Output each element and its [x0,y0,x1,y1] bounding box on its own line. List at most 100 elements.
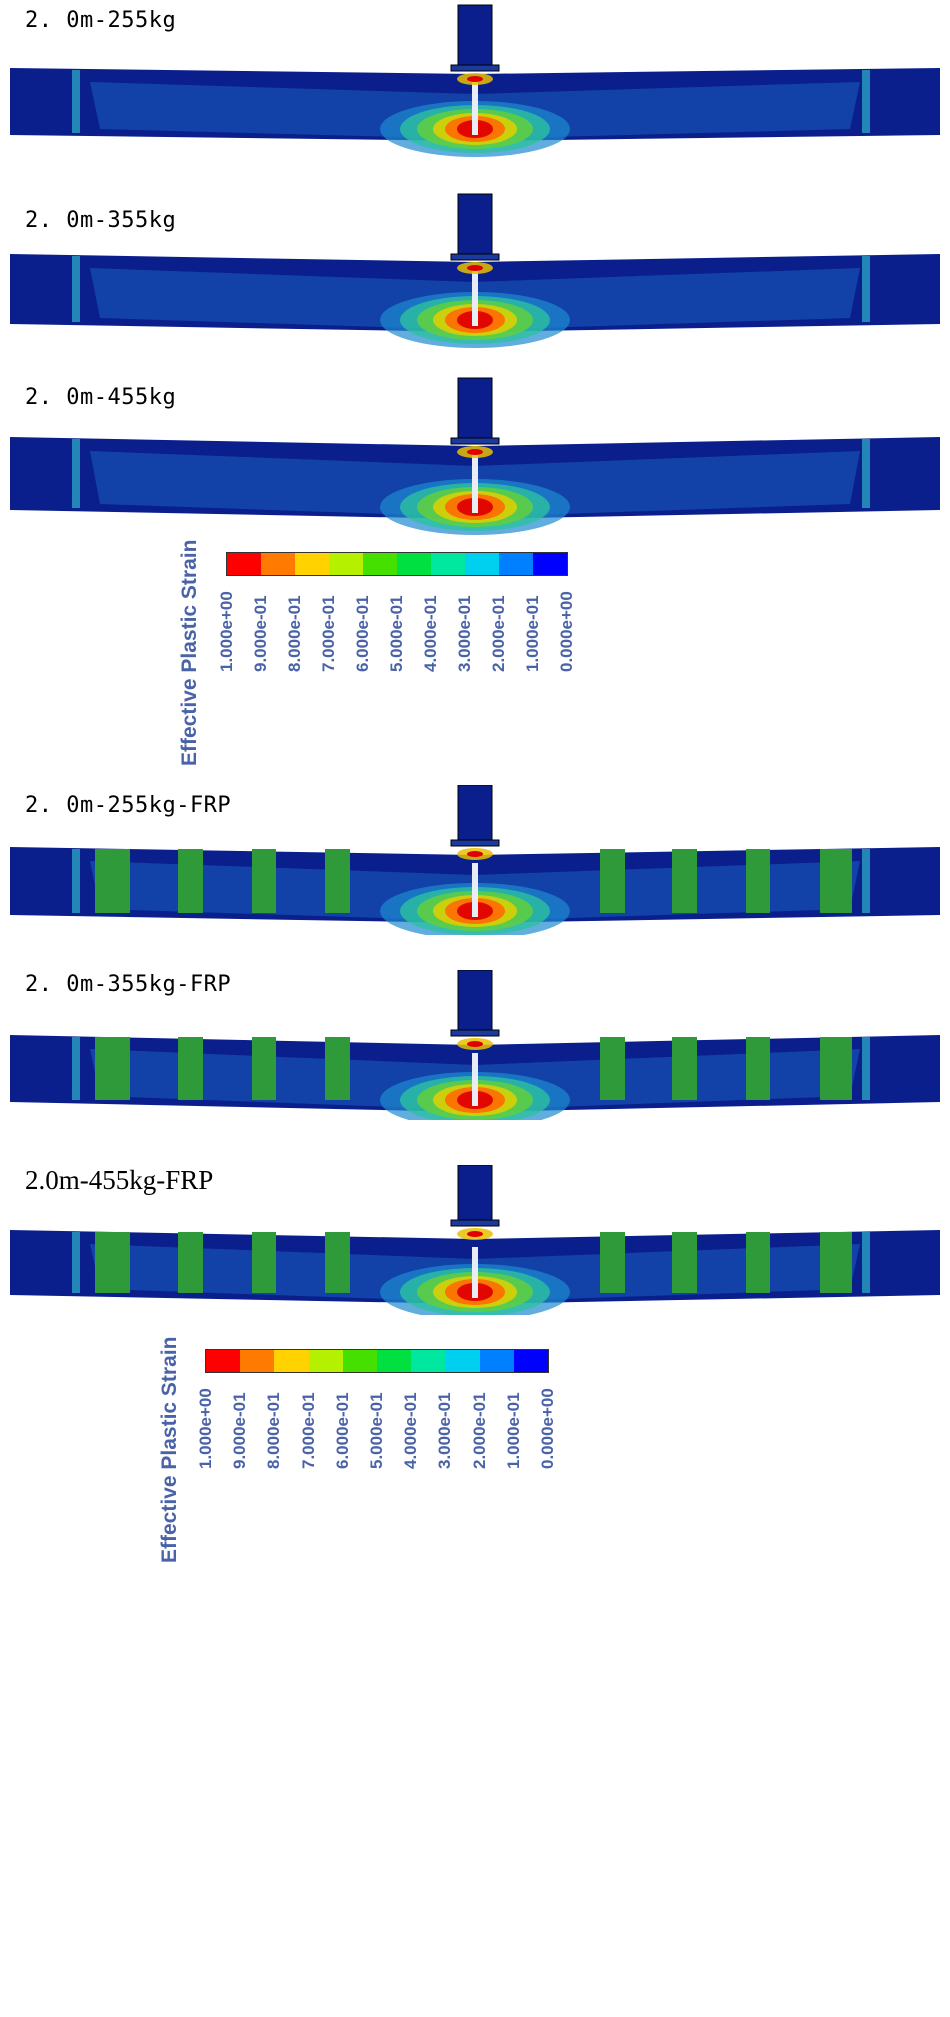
support-zone-left [72,70,80,133]
support-zone-right [862,1232,870,1293]
impact-core [467,76,483,82]
tick-label: 1.000e+00 [196,1388,215,1469]
frp-strip [325,1232,350,1293]
tick-label: 9.000e-01 [230,1392,250,1469]
tick-label: 8.000e-01 [285,595,304,672]
support-zone-left [72,1232,80,1293]
impact-core [467,265,483,271]
color-swatch [206,1350,241,1372]
impactor [457,193,493,255]
frp-strip [252,1037,276,1100]
support-zone-left [72,1037,80,1100]
panel-3: 2. 0m-455kg [0,375,950,535]
tick-label: 1.000e-01 [503,1392,523,1469]
tick-label: 6.000e-01 [353,595,372,672]
frp-strip [672,1037,697,1100]
impactor-base [450,64,500,72]
legend-2: Effective Plastic Strain 1.000e+00 9.000e-… [0,1337,950,1570]
frp-strip [252,849,276,913]
tick-label: 5.000e-01 [367,1392,386,1469]
tick-label: 4.000e-01 [421,595,440,672]
tick-label: 8.000e-01 [264,1392,284,1469]
color-swatch [397,553,431,575]
frp-strip [600,1037,625,1100]
frp-strip [600,849,625,913]
color-swatch [295,553,329,575]
support-zone-right [862,439,870,508]
impact-core [467,1041,483,1047]
frp-strip [178,849,203,913]
tick-label: 4.000e-01 [401,1392,421,1469]
impactor-base [450,839,500,847]
frp-strip [820,1037,852,1100]
support-zone-right [862,256,870,322]
beam-contour [10,970,940,1120]
panel-5: 2. 0m-355kg-FRP [0,970,950,1120]
frp-strip [746,1037,770,1100]
frp-strip [95,1232,130,1293]
beam-contour [10,377,940,535]
frp-strip [600,1232,625,1293]
impactor [457,4,493,66]
color-swatch [342,1350,377,1372]
beam-contour [10,785,940,935]
color-swatch [308,1350,343,1372]
panel-2: 2. 0m-355kg [0,192,950,352]
crack [472,82,478,135]
panel-label: 2. 0m-355kg [25,208,177,233]
impactor-base [450,253,500,261]
beam-contour [10,193,940,348]
panel-label: 2. 0m-255kg [25,8,177,33]
frp-strip [746,849,770,913]
impact-core [467,1231,483,1237]
frp-strip [746,1232,770,1293]
frp-strip [95,849,130,913]
tick-label: 2.000e-01 [489,595,508,672]
tick-label: 0.000e+00 [538,1388,557,1469]
impactor [457,970,493,1031]
beam-contour [10,4,940,157]
color-swatch [329,553,363,575]
tick-label: 3.000e-01 [435,1392,455,1469]
color-swatch [411,1350,446,1372]
tick-label: 2.000e-01 [469,1392,489,1469]
beam-contour [10,1165,940,1315]
color-swatch [376,1350,412,1372]
impactor [457,785,493,841]
panel-6: 2.0m-455kg-FRP [0,1165,950,1315]
legend-1: Effective Plastic Strain 1.000e+00 9.000e-… [0,540,950,773]
color-scale-bar [226,552,568,576]
color-swatch [445,1350,480,1372]
impactor-base [450,1219,500,1227]
color-swatch [274,1350,309,1372]
legend-title: Effective Plastic Strain [178,539,201,766]
support-zone-left [72,849,80,913]
color-swatch [431,553,465,575]
support-zone-right [862,849,870,913]
tick-label: 1.000e-01 [523,595,542,672]
frp-strip [325,1037,350,1100]
color-swatch [240,1350,275,1372]
frp-strip [95,1037,130,1100]
tick-label: 3.000e-01 [455,595,474,672]
tick-label: 7.000e-01 [319,595,338,672]
crack [472,1247,478,1298]
legend-title: Effective Plastic Strain [158,1336,181,1563]
crack [472,1053,478,1106]
crack [472,863,478,917]
tick-label: 5.000e-01 [387,595,406,672]
color-swatch [533,553,567,575]
frp-strip [672,1232,697,1293]
frp-strip [672,849,697,913]
support-zone-left [72,439,80,508]
impactor [457,1165,493,1221]
panel-label: 2. 0m-455kg [25,385,177,410]
frp-strip [820,849,852,913]
color-swatch [513,1350,548,1372]
color-swatch [227,553,261,575]
tick-label: 1.000e+00 [217,591,236,672]
tick-label: 7.000e-01 [298,1392,318,1469]
frp-strip [820,1232,852,1293]
frp-strip [325,849,350,913]
panel-label: 2. 0m-355kg-FRP [25,972,232,997]
